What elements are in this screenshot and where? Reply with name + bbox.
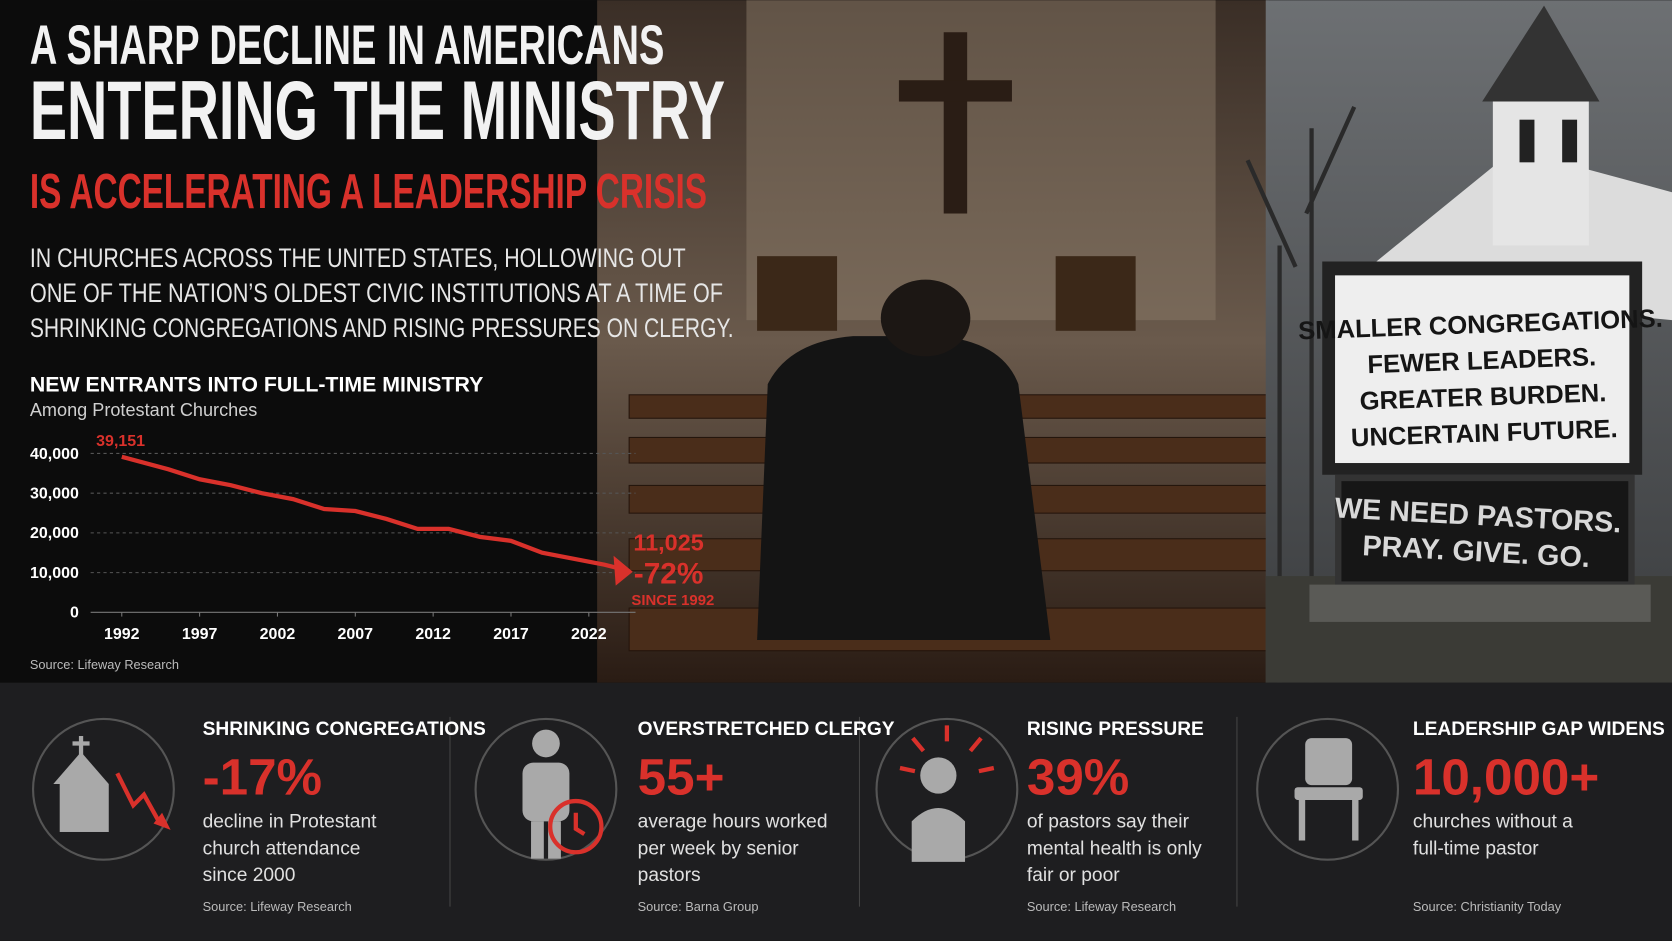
data-line	[121, 454, 621, 571]
y-tick-label: 10,000	[30, 565, 79, 582]
subheadline: IN CHURCHES ACROSS THE UNITED STATES, HO…	[30, 243, 686, 273]
headline: A SHARP DECLINE IN AMERICANS	[30, 14, 664, 76]
stat-description: since 2000	[203, 865, 296, 886]
stat-description: pastors	[638, 865, 701, 886]
stat-description: mental health is only	[1027, 838, 1202, 859]
stat-value: 39%	[1027, 749, 1129, 806]
subheadline: SHRINKING CONGREGATIONS AND RISING PRESS…	[30, 313, 734, 343]
x-tick-label: 2002	[260, 626, 296, 643]
x-tick-label: 2012	[415, 626, 451, 643]
stat-source: Source: Christianity Today	[1413, 899, 1562, 914]
stat-value: 10,000+	[1413, 749, 1599, 806]
subheadline: ONE OF THE NATION’S OLDEST CIVIC INSTITU…	[30, 278, 723, 308]
stat-title: RISING PRESSURE	[1027, 719, 1204, 740]
stat-title: OVERSTRETCHED CLERGY	[638, 719, 895, 740]
x-tick-label: 2017	[493, 626, 529, 643]
chart-title: NEW ENTRANTS INTO FULL-TIME MINISTRY	[30, 373, 483, 397]
stat-description: average hours worked	[638, 812, 828, 833]
data-label: 39,151	[96, 433, 145, 450]
stat-value: 55+	[638, 749, 725, 806]
stat-description: decline in Protestant	[203, 812, 378, 833]
x-tick-label: 2022	[571, 626, 607, 643]
arrow-head	[613, 555, 633, 586]
stat-description: church attendance	[203, 838, 361, 859]
stat-source: Source: Lifeway Research	[1027, 899, 1176, 914]
stat-description: per week by senior	[638, 838, 800, 859]
headline: IS ACCELERATING A LEADERSHIP CRISIS	[30, 165, 707, 219]
stat-value: -17%	[203, 749, 322, 806]
y-tick-label: 30,000	[30, 485, 79, 502]
x-tick-label: 2007	[338, 626, 374, 643]
x-tick-label: 1992	[104, 626, 140, 643]
annotation: -72%	[634, 558, 704, 591]
stat-source: Source: Lifeway Research	[203, 899, 352, 914]
data-label: 11,025	[633, 529, 703, 555]
stat-description: churches without a	[1413, 812, 1573, 833]
annotation: SINCE 1992	[631, 592, 714, 609]
headline: ENTERING THE MINISTRY	[30, 64, 725, 157]
stat-source: Source: Barna Group	[638, 899, 759, 914]
stat-description: of pastors say their	[1027, 812, 1190, 833]
y-tick-label: 0	[70, 605, 79, 622]
stat-description: full-time pastor	[1413, 838, 1539, 859]
chart-subtitle: Among Protestant Churches	[30, 400, 258, 420]
stat-title: SHRINKING CONGREGATIONS	[203, 719, 486, 740]
stat-title: LEADERSHIP GAP WIDENS	[1413, 719, 1665, 740]
y-tick-label: 20,000	[30, 525, 79, 542]
y-tick-label: 40,000	[30, 446, 79, 463]
source: Source: Lifeway Research	[30, 657, 179, 672]
stat-description: fair or poor	[1027, 865, 1120, 886]
x-tick-label: 1997	[182, 626, 218, 643]
